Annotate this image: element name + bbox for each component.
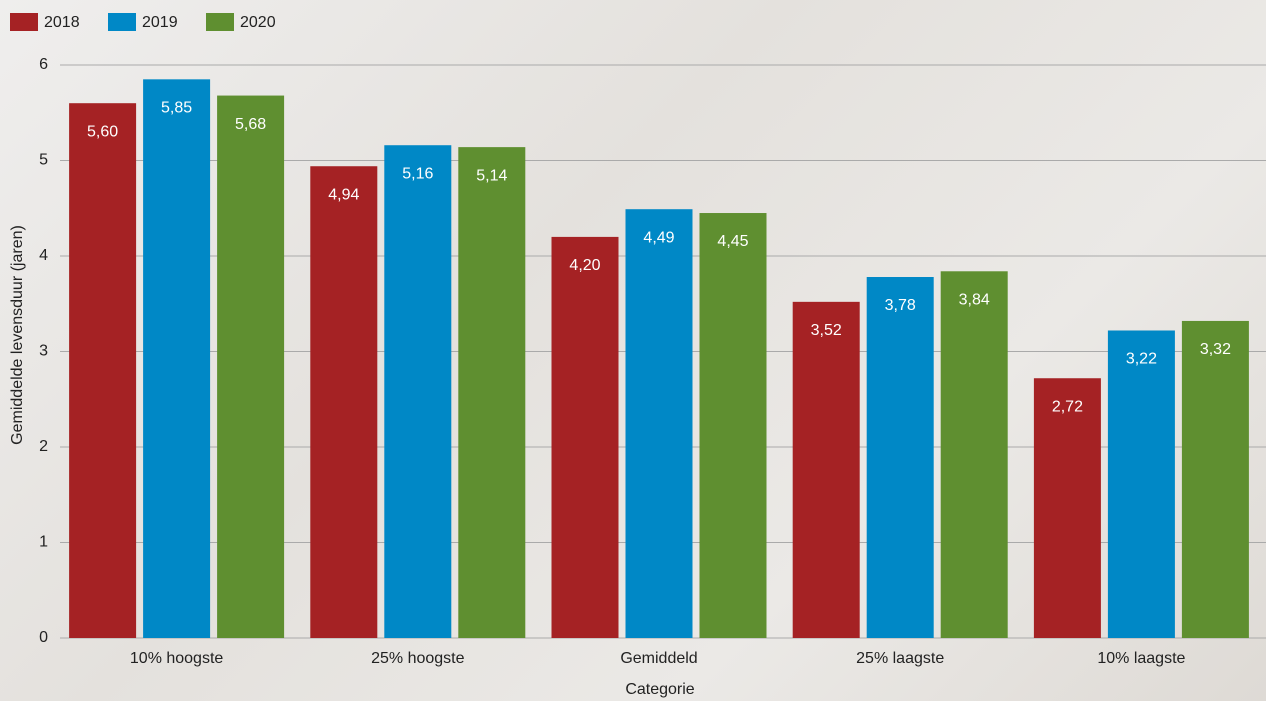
legend-label: 2020 (240, 14, 276, 31)
legend-label: 2019 (142, 14, 178, 31)
value-label: 3,22 (1126, 351, 1157, 368)
x-tick-label: 25% hoogste (371, 650, 465, 667)
y-tick-label: 1 (39, 534, 48, 551)
value-label: 4,49 (643, 229, 674, 246)
bar (69, 103, 136, 638)
value-label: 3,32 (1200, 341, 1231, 358)
bar (458, 147, 525, 638)
legend-swatch (206, 13, 234, 31)
bar (1034, 378, 1101, 638)
page: Categorie Gemiddelde levensduur (jaren) … (0, 0, 1266, 701)
bar (626, 209, 693, 638)
x-tick-label: Gemiddeld (620, 650, 697, 667)
value-label: 5,68 (235, 116, 266, 133)
x-tick-label: 10% laagste (1097, 650, 1185, 667)
value-label: 5,16 (402, 165, 433, 182)
value-label: 3,52 (811, 322, 842, 339)
value-label: 4,94 (328, 186, 359, 203)
value-label: 4,45 (717, 233, 748, 250)
bar (217, 96, 284, 638)
value-label: 5,85 (161, 100, 192, 117)
bar (552, 237, 619, 638)
bar (793, 302, 860, 638)
y-tick-label: 4 (39, 247, 48, 264)
y-tick-label: 2 (39, 438, 48, 455)
value-label: 5,14 (476, 167, 507, 184)
bar (310, 166, 377, 638)
bar (700, 213, 767, 638)
bar (867, 277, 934, 638)
value-label: 3,84 (959, 291, 990, 308)
chart: Categorie Gemiddelde levensduur (jaren) … (0, 0, 1266, 701)
y-tick-label: 5 (39, 152, 48, 169)
bar (384, 145, 451, 638)
value-label: 3,78 (885, 297, 916, 314)
legend-swatch (108, 13, 136, 31)
bar (941, 271, 1008, 638)
y-tick-label: 6 (39, 56, 48, 73)
value-label: 2,72 (1052, 398, 1083, 415)
y-tick-label: 0 (39, 629, 48, 646)
y-tick-label: 3 (39, 343, 48, 360)
legend-swatch (10, 13, 38, 31)
x-tick-label: 10% hoogste (130, 650, 224, 667)
x-tick-label: 25% laagste (856, 650, 944, 667)
x-axis-title: Categorie (625, 681, 694, 698)
legend-label: 2018 (44, 14, 80, 31)
bar (1108, 330, 1175, 638)
value-label: 5,60 (87, 123, 118, 140)
value-label: 4,20 (569, 257, 600, 274)
bar (1182, 321, 1249, 638)
y-axis-title: Gemiddelde levensduur (jaren) (9, 225, 26, 445)
bar (143, 79, 210, 638)
